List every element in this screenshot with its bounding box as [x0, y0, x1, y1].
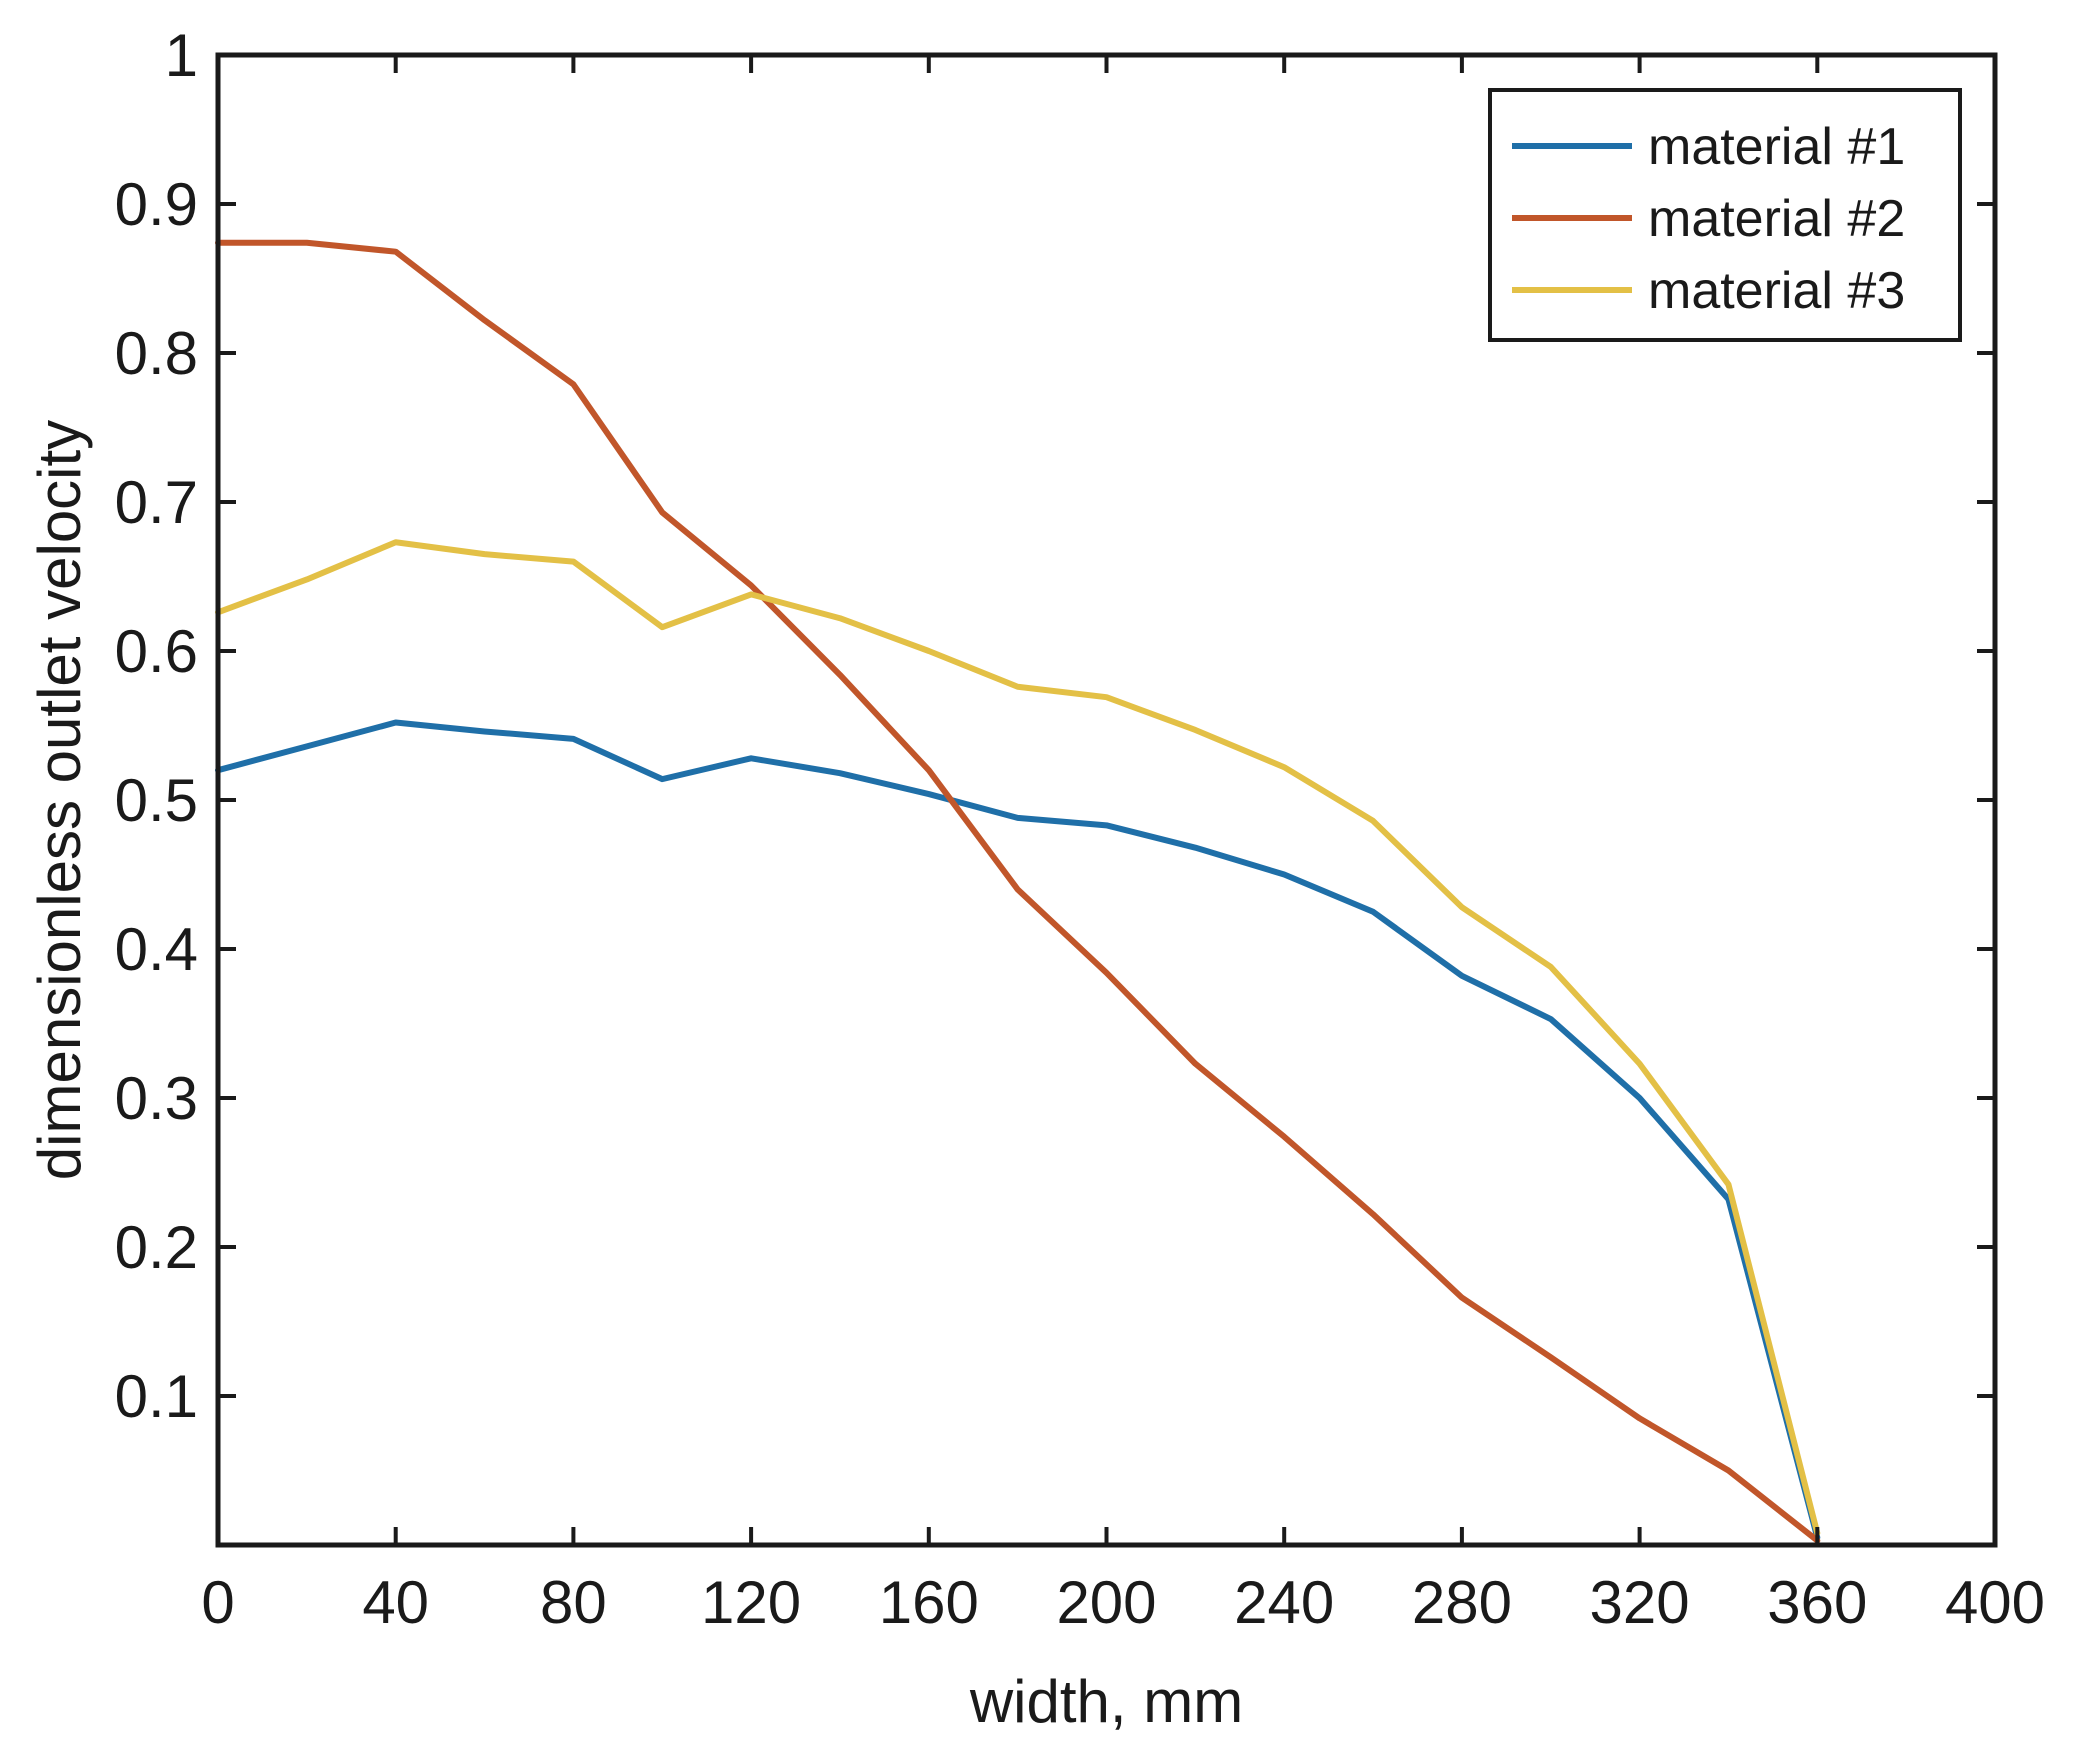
y-tick-label: 0.6: [115, 618, 198, 685]
x-tick-label: 200: [1056, 1569, 1156, 1636]
x-tick-label: 0: [201, 1569, 234, 1636]
y-axis-label: dimensionless outlet velocity: [26, 420, 93, 1180]
legend-label-2: material #2: [1648, 190, 1905, 248]
tick-layer: 0 40 80 120 160 200 240 280 320 360 400 0.1 0.2 0.3 0.…: [115, 22, 2045, 1636]
series-line-1: [215, 719, 1821, 1541]
x-tick-label: 240: [1234, 1569, 1334, 1636]
x-tick-label: 80: [540, 1569, 607, 1636]
y-tick-label: 0.9: [115, 171, 198, 238]
legend: material #1 material #2 material #3: [1488, 88, 1962, 342]
x-tick-label: 120: [701, 1569, 801, 1636]
legend-label-3: material #3: [1648, 262, 1905, 320]
x-tick-label: 280: [1412, 1569, 1512, 1636]
y-tick-label: 0.5: [115, 767, 198, 834]
y-tick-label: 0.1: [115, 1363, 198, 1430]
x-tick-label: 160: [879, 1569, 979, 1636]
series-line-3: [215, 539, 1821, 1537]
series-line-2: [215, 239, 1821, 1544]
x-tick-label: 400: [1945, 1569, 2045, 1636]
x-axis-label: width, mm: [969, 1668, 1243, 1735]
x-tick-label: 320: [1590, 1569, 1690, 1636]
y-tick-label: 0.4: [115, 916, 198, 983]
x-tick-label: 40: [362, 1569, 429, 1636]
y-tick-label: 0.2: [115, 1214, 198, 1281]
y-tick-label: 0.3: [115, 1065, 198, 1132]
legend-label-1: material #1: [1648, 118, 1905, 176]
y-tick-label: 1: [165, 22, 198, 89]
y-tick-label: 0.8: [115, 320, 198, 387]
y-tick-label: 0.7: [115, 469, 198, 536]
x-tick-label: 360: [1767, 1569, 1867, 1636]
series-layer: [215, 239, 1821, 1544]
